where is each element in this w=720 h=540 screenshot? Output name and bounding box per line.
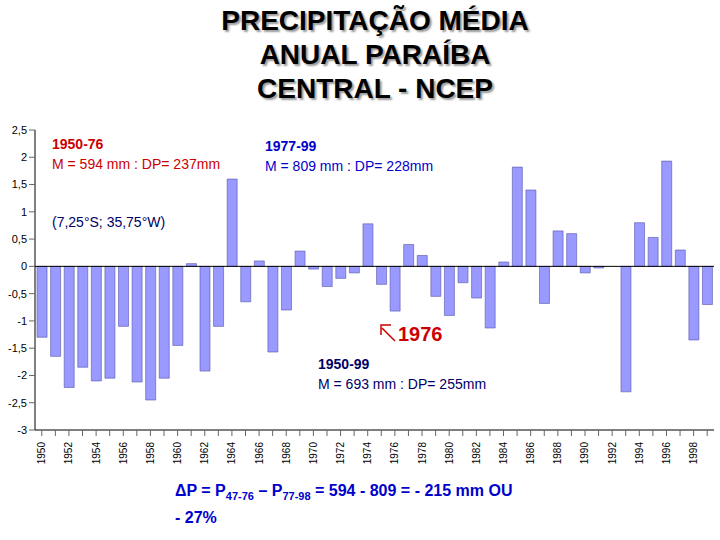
svg-text:1: 1 — [21, 206, 27, 218]
svg-text:2: 2 — [21, 151, 27, 163]
svg-text:1958: 1958 — [145, 442, 156, 465]
svg-text:1972: 1972 — [335, 442, 346, 465]
svg-text:1986: 1986 — [525, 442, 536, 465]
svg-text:1968: 1968 — [281, 442, 292, 465]
svg-text:1970: 1970 — [308, 442, 319, 465]
svg-text:-0,5: -0,5 — [8, 288, 27, 300]
svg-text:1956: 1956 — [118, 442, 129, 465]
svg-text:1950: 1950 — [36, 442, 47, 465]
html-text:M = 693 mm : DP= 255mm: M = 693 mm : DP= 255mm — [318, 376, 487, 392]
svg-text:1976: 1976 — [389, 442, 400, 465]
svg-text:1966: 1966 — [254, 442, 265, 465]
svg-text:-1: -1 — [17, 315, 27, 327]
svg-text:1964: 1964 — [226, 442, 237, 465]
svg-text:1988: 1988 — [552, 442, 563, 465]
html-text:1950-76: 1950-76 — [52, 136, 104, 152]
html-text:1950-99: 1950-99 — [318, 356, 370, 372]
svg-text:1978: 1978 — [417, 442, 428, 465]
svg-text:1962: 1962 — [199, 442, 210, 465]
svg-text:1960: 1960 — [172, 442, 183, 465]
svg-text:-3: -3 — [17, 424, 27, 436]
html-text:PRECIPITAÇÃO MÉDIA ANUAL PARAÍ: PRECIPITAÇÃO MÉDIA ANUAL PARAÍBA CENTRAL… — [221, 5, 529, 104]
svg-text:2,5: 2,5 — [12, 124, 27, 136]
svg-text:-2,5: -2,5 — [8, 397, 27, 409]
html-text:ΔP = P47-76– P77-98= 594 - 809: ΔP = P47-76– P77-98= 594 - 809 = - 215 m… — [175, 482, 513, 527]
svg-text:1952: 1952 — [63, 442, 74, 465]
html-text:1977-99: 1977-99 — [265, 138, 317, 154]
svg-text:1954: 1954 — [91, 442, 102, 465]
svg-text:1998: 1998 — [688, 442, 699, 465]
html-text:M = 809 mm : DP= 228mm: M = 809 mm : DP= 228mm — [265, 158, 434, 174]
html-text:(7,25°S; 35,75°W): (7,25°S; 35,75°W) — [52, 214, 166, 230]
html-text:1976: 1976 — [398, 323, 443, 345]
svg-text:1990: 1990 — [579, 442, 590, 465]
svg-text:1974: 1974 — [362, 442, 373, 465]
svg-text:1996: 1996 — [661, 442, 672, 465]
svg-text:-1,5: -1,5 — [8, 342, 27, 354]
svg-text:1992: 1992 — [607, 442, 618, 465]
svg-text:1984: 1984 — [498, 442, 509, 465]
svg-text:-2: -2 — [17, 369, 27, 381]
svg-text:1994: 1994 — [634, 442, 645, 465]
html-text:M = 594 mm : DP= 237mm: M = 594 mm : DP= 237mm — [52, 156, 221, 172]
svg-text:1,5: 1,5 — [12, 178, 27, 190]
svg-text:1980: 1980 — [444, 442, 455, 465]
svg-text:1982: 1982 — [471, 442, 482, 465]
svg-text:0: 0 — [21, 260, 27, 272]
svg-text:0,5: 0,5 — [12, 233, 27, 245]
